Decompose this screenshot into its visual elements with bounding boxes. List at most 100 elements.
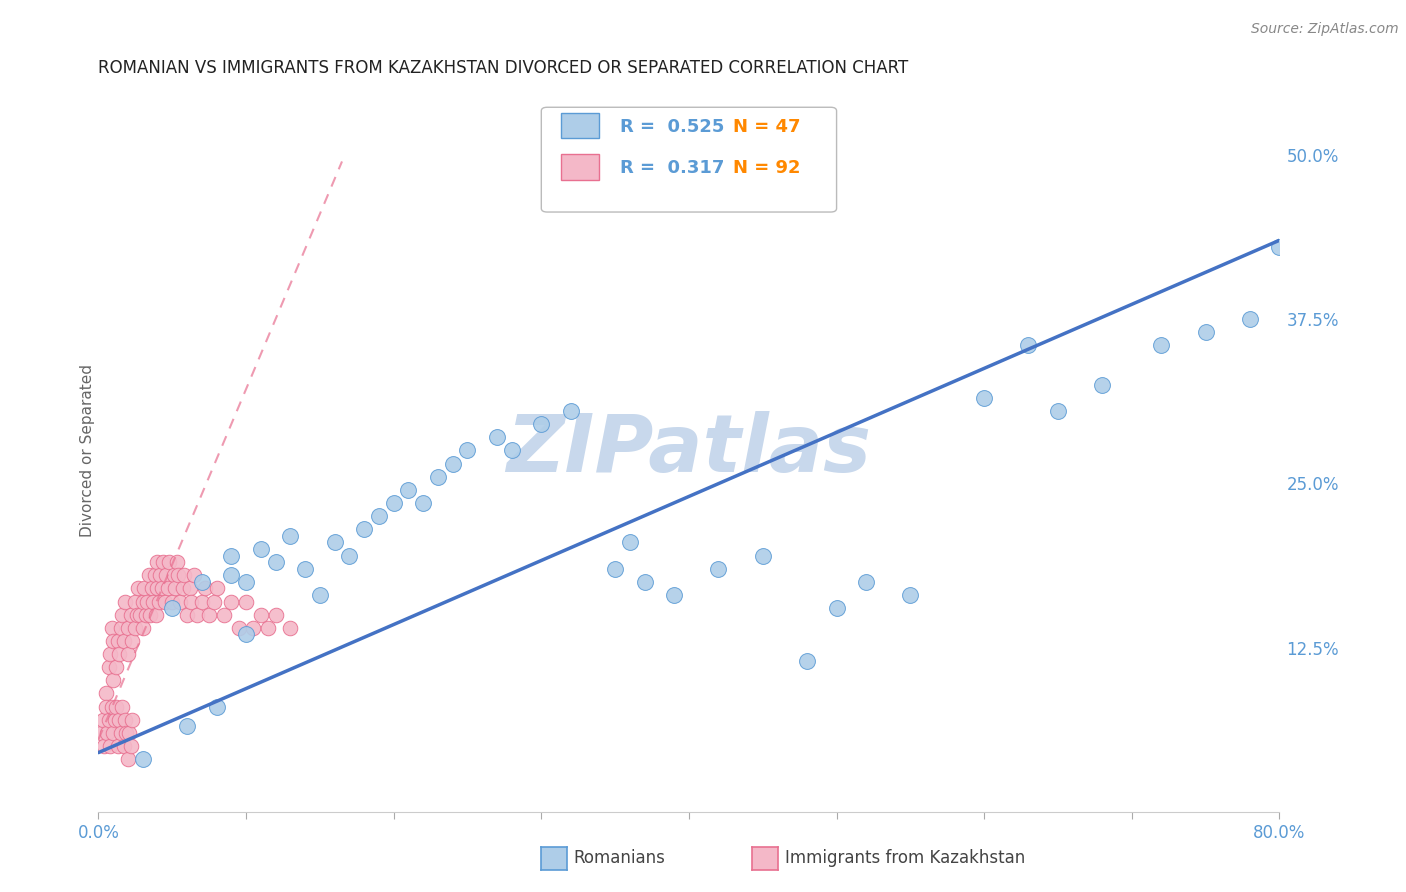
Point — [648, 187, 671, 202]
Point — [191, 594, 214, 608]
Point — [855, 574, 877, 589]
Point — [107, 739, 129, 753]
Point — [103, 634, 125, 648]
Point — [162, 601, 183, 615]
Point — [900, 588, 922, 602]
Point — [124, 621, 146, 635]
Point — [172, 582, 194, 596]
Point — [117, 621, 139, 635]
Point — [97, 713, 120, 727]
Point — [235, 594, 257, 608]
Point — [124, 594, 146, 608]
Point — [143, 568, 166, 582]
Point — [98, 647, 121, 661]
Point — [179, 582, 201, 596]
Point — [100, 699, 122, 714]
Point — [323, 535, 346, 549]
Text: N = 92: N = 92 — [733, 159, 800, 177]
Point — [120, 607, 142, 622]
Point — [186, 607, 208, 622]
Text: ROMANIAN VS IMMIGRANTS FROM KAZAKHSTAN DIVORCED OR SEPARATED CORRELATION CHART: ROMANIAN VS IMMIGRANTS FROM KAZAKHSTAN D… — [98, 59, 908, 77]
Point — [97, 660, 120, 674]
FancyBboxPatch shape — [561, 113, 599, 138]
Point — [194, 582, 217, 596]
Text: R =  0.317: R = 0.317 — [620, 159, 725, 177]
Point — [115, 726, 138, 740]
Point — [163, 568, 186, 582]
Text: Romanians: Romanians — [574, 849, 665, 867]
Point — [605, 562, 627, 576]
Point — [156, 582, 179, 596]
Point — [264, 607, 287, 622]
Point — [132, 621, 155, 635]
Point — [135, 607, 157, 622]
Point — [353, 522, 375, 536]
Point — [166, 555, 188, 569]
Point — [103, 673, 125, 688]
Point — [221, 568, 243, 582]
Point — [152, 555, 174, 569]
FancyBboxPatch shape — [561, 154, 599, 179]
Text: N = 47: N = 47 — [733, 118, 800, 136]
Point — [294, 562, 316, 576]
Point — [117, 647, 139, 661]
Point — [619, 535, 641, 549]
Point — [280, 621, 302, 635]
Point — [205, 699, 228, 714]
Point — [138, 568, 160, 582]
Point — [221, 549, 243, 563]
Point — [664, 588, 686, 602]
Point — [125, 607, 148, 622]
Point — [280, 529, 302, 543]
Point — [309, 588, 332, 602]
Point — [235, 574, 257, 589]
Point — [173, 568, 195, 582]
Point — [128, 607, 150, 622]
Point — [176, 607, 198, 622]
Point — [176, 719, 198, 733]
Point — [117, 752, 139, 766]
Point — [121, 634, 143, 648]
Point — [104, 713, 127, 727]
Point — [146, 555, 169, 569]
Point — [398, 483, 420, 497]
Point — [155, 568, 177, 582]
Point — [221, 594, 243, 608]
Point — [180, 594, 202, 608]
Point — [112, 739, 135, 753]
Text: Source: ZipAtlas.com: Source: ZipAtlas.com — [1251, 22, 1399, 37]
Point — [136, 594, 159, 608]
Point — [96, 726, 118, 740]
Point — [752, 549, 775, 563]
Point — [167, 568, 190, 582]
Point — [139, 607, 162, 622]
Point — [105, 699, 128, 714]
Point — [501, 443, 523, 458]
Point — [250, 607, 273, 622]
Point — [634, 574, 657, 589]
Point — [90, 726, 112, 740]
Point — [150, 582, 173, 596]
FancyBboxPatch shape — [541, 107, 837, 212]
Point — [212, 607, 235, 622]
Point — [94, 686, 117, 700]
Point — [111, 699, 134, 714]
Point — [134, 582, 156, 596]
Point — [707, 562, 730, 576]
Point — [198, 607, 221, 622]
Point — [441, 457, 464, 471]
Point — [110, 726, 132, 740]
Point — [127, 582, 149, 596]
Point — [100, 621, 122, 635]
Point — [142, 594, 165, 608]
Point — [1150, 338, 1173, 352]
Y-axis label: Divorced or Separated: Divorced or Separated — [80, 364, 94, 537]
Point — [457, 443, 479, 458]
Point — [169, 594, 191, 608]
Point — [1091, 377, 1114, 392]
Point — [257, 621, 280, 635]
Point — [1268, 240, 1291, 254]
Point — [91, 713, 114, 727]
Point — [121, 713, 143, 727]
Point — [368, 509, 391, 524]
